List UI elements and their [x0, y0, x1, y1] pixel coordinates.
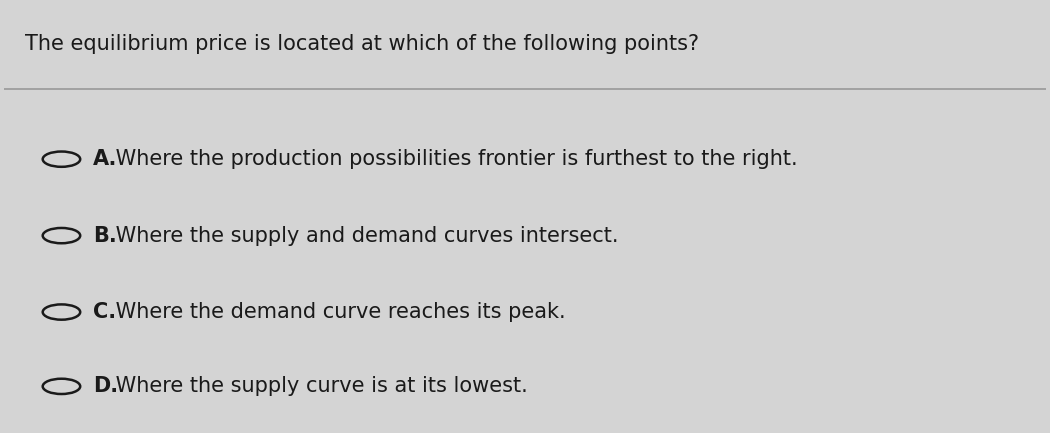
Text: Where the production possibilities frontier is furthest to the right.: Where the production possibilities front…	[109, 149, 798, 169]
Text: A.: A.	[92, 149, 118, 169]
Text: D.: D.	[92, 376, 118, 396]
Text: C.: C.	[92, 302, 116, 322]
Text: Where the supply and demand curves intersect.: Where the supply and demand curves inter…	[109, 226, 618, 246]
Text: The equilibrium price is located at which of the following points?: The equilibrium price is located at whic…	[25, 34, 699, 54]
Text: Where the demand curve reaches its peak.: Where the demand curve reaches its peak.	[109, 302, 566, 322]
Text: B.: B.	[92, 226, 117, 246]
Text: Where the supply curve is at its lowest.: Where the supply curve is at its lowest.	[109, 376, 528, 396]
